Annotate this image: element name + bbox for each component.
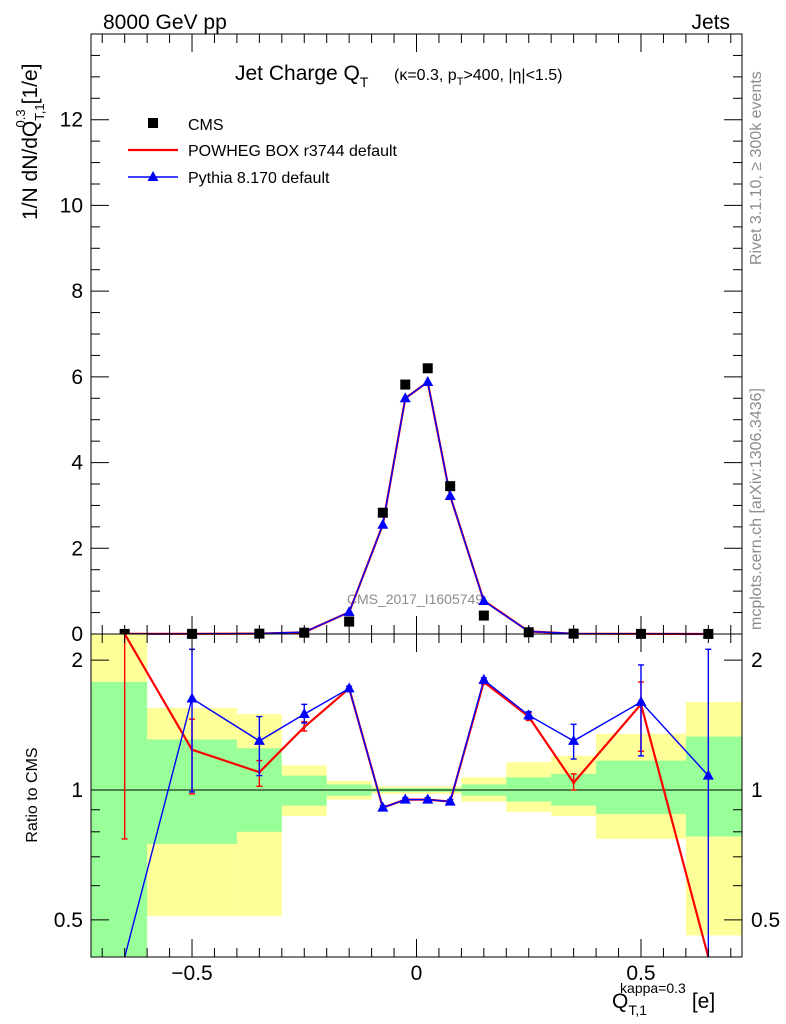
ylabel-superscript: 0.3 bbox=[13, 109, 28, 127]
ratio-y-tick-label-right: 2 bbox=[751, 649, 763, 672]
pythia-point bbox=[399, 392, 411, 403]
xlabel-unit: [e] bbox=[692, 990, 715, 1013]
ratio-point-pythia bbox=[478, 673, 490, 684]
cms-data-point bbox=[422, 363, 433, 374]
cms-data-point bbox=[377, 507, 388, 518]
xlabel-superscript: kappa=0.3 bbox=[620, 980, 686, 996]
cms-data-point bbox=[400, 379, 411, 390]
ratio-point-pythia bbox=[253, 734, 265, 745]
main-y-tick-label: 12 bbox=[60, 109, 83, 132]
header-left-label: 8000 GeV pp bbox=[103, 11, 227, 34]
ratio-point-pythia bbox=[523, 709, 535, 720]
ratio-point-pythia bbox=[399, 793, 411, 804]
ratio-point-pythia bbox=[186, 692, 198, 703]
ratio-y-tick-label: 0.5 bbox=[54, 909, 83, 932]
x-tick-label: 0 bbox=[411, 962, 423, 985]
ratio-point-pythia bbox=[444, 795, 456, 806]
main-y-tick-label: 10 bbox=[60, 194, 83, 217]
inner-band-bin bbox=[91, 682, 148, 957]
svg-text:Jet Charge QT: Jet Charge QT bbox=[235, 62, 369, 90]
main-y-axis-label: 1/N dN/dQT,1 0.3 [1/e] bbox=[13, 63, 47, 220]
cms-data-point bbox=[445, 481, 456, 492]
cms-data-point bbox=[344, 616, 355, 627]
main-y-tick-label: 8 bbox=[71, 280, 83, 303]
inner-band-bin bbox=[506, 777, 552, 802]
pythia-point bbox=[422, 376, 434, 386]
mcplots-side-label: mcplots.cern.ch [arXiv:1306.3436] bbox=[748, 388, 765, 630]
main-y-tick-label: 6 bbox=[71, 366, 83, 389]
ratio-line-pythia bbox=[124, 678, 709, 958]
analysis-watermark: CMS_2017_I1605749 bbox=[347, 591, 483, 607]
ylabel-unit: [1/e] bbox=[19, 63, 42, 104]
pythia-point bbox=[478, 595, 490, 605]
ylabel-main-text: 1/N dN/dQ bbox=[19, 121, 42, 220]
ratio-point-pythia bbox=[343, 682, 355, 693]
ratio-point-pythia bbox=[377, 801, 389, 812]
title-detail-text: (κ=0.3, p bbox=[394, 67, 457, 84]
legend-powheg-label: POWHEG BOX r3744 default bbox=[188, 143, 398, 160]
x-tick-label: 0.5 bbox=[626, 962, 655, 985]
main-y-tick-label: 0 bbox=[71, 623, 83, 646]
title-main-text: Jet Charge Q bbox=[235, 62, 360, 85]
cms-data-point bbox=[478, 610, 489, 621]
ratio-point-powheg bbox=[572, 781, 576, 785]
ratio-point-pythia bbox=[422, 793, 434, 804]
title-detail-subscript: T bbox=[457, 76, 464, 88]
pythia-point bbox=[343, 606, 355, 617]
x-axis-label: QT,1 kappa=0.3 [e] bbox=[612, 980, 715, 1018]
ratio-panel bbox=[91, 633, 742, 958]
legend-cms-label: CMS bbox=[188, 117, 224, 134]
main-title: Jet Charge QT (κ=0.3, pT>400, |η|<1.5) bbox=[235, 62, 563, 90]
inner-band-bin bbox=[596, 760, 686, 814]
ratio-point-pythia bbox=[702, 769, 714, 780]
svg-text:(κ=0.3, pT>400, |η|<1.5): (κ=0.3, pT>400, |η|<1.5) bbox=[394, 67, 563, 88]
title-detail-rest: >400, |η|<1.5) bbox=[463, 67, 562, 84]
ratio-point-powheg bbox=[302, 725, 306, 729]
ylabel-subscript: T,1 bbox=[32, 103, 47, 120]
legend-pythia-marker bbox=[147, 171, 159, 181]
ratio-y-tick-label: 1 bbox=[71, 779, 83, 802]
inner-band-bin bbox=[281, 775, 327, 806]
ratio-y-tick-label: 2 bbox=[71, 649, 83, 672]
title-main-subscript: T bbox=[360, 74, 369, 90]
ratio-y-tick-label-right: 1 bbox=[751, 779, 763, 802]
ratio-point-pythia bbox=[298, 708, 310, 719]
header-right-label: Jets bbox=[691, 11, 730, 34]
legend-pythia-label: Pythia 8.170 default bbox=[188, 170, 330, 187]
ratio-y-tick-label-right: 0.5 bbox=[751, 909, 780, 932]
main-panel: CMS_2017_I1605749 bbox=[119, 363, 714, 639]
legend-cms-marker bbox=[148, 118, 158, 128]
ratio-point-pythia bbox=[635, 695, 647, 706]
ratio-point-pythia bbox=[568, 734, 580, 745]
inner-band-bin bbox=[685, 736, 742, 837]
x-tick-label: −0.5 bbox=[171, 962, 212, 985]
pythia-point bbox=[377, 518, 389, 529]
ratio-y-axis-label: Ratio to CMS bbox=[24, 747, 41, 842]
legend: CMS POWHEG BOX r3744 default Pythia 8.170 … bbox=[128, 117, 398, 187]
rivet-side-label: Rivet 3.1.10, ≥ 300k events bbox=[748, 71, 765, 265]
xlabel-subscript: T,1 bbox=[628, 1002, 647, 1018]
main-y-tick-label: 4 bbox=[71, 452, 83, 475]
xlabel-main-text: Q bbox=[612, 990, 628, 1013]
pythia-point bbox=[444, 490, 456, 500]
pythia-line bbox=[124, 380, 709, 635]
main-y-tick-label: 2 bbox=[71, 537, 83, 560]
